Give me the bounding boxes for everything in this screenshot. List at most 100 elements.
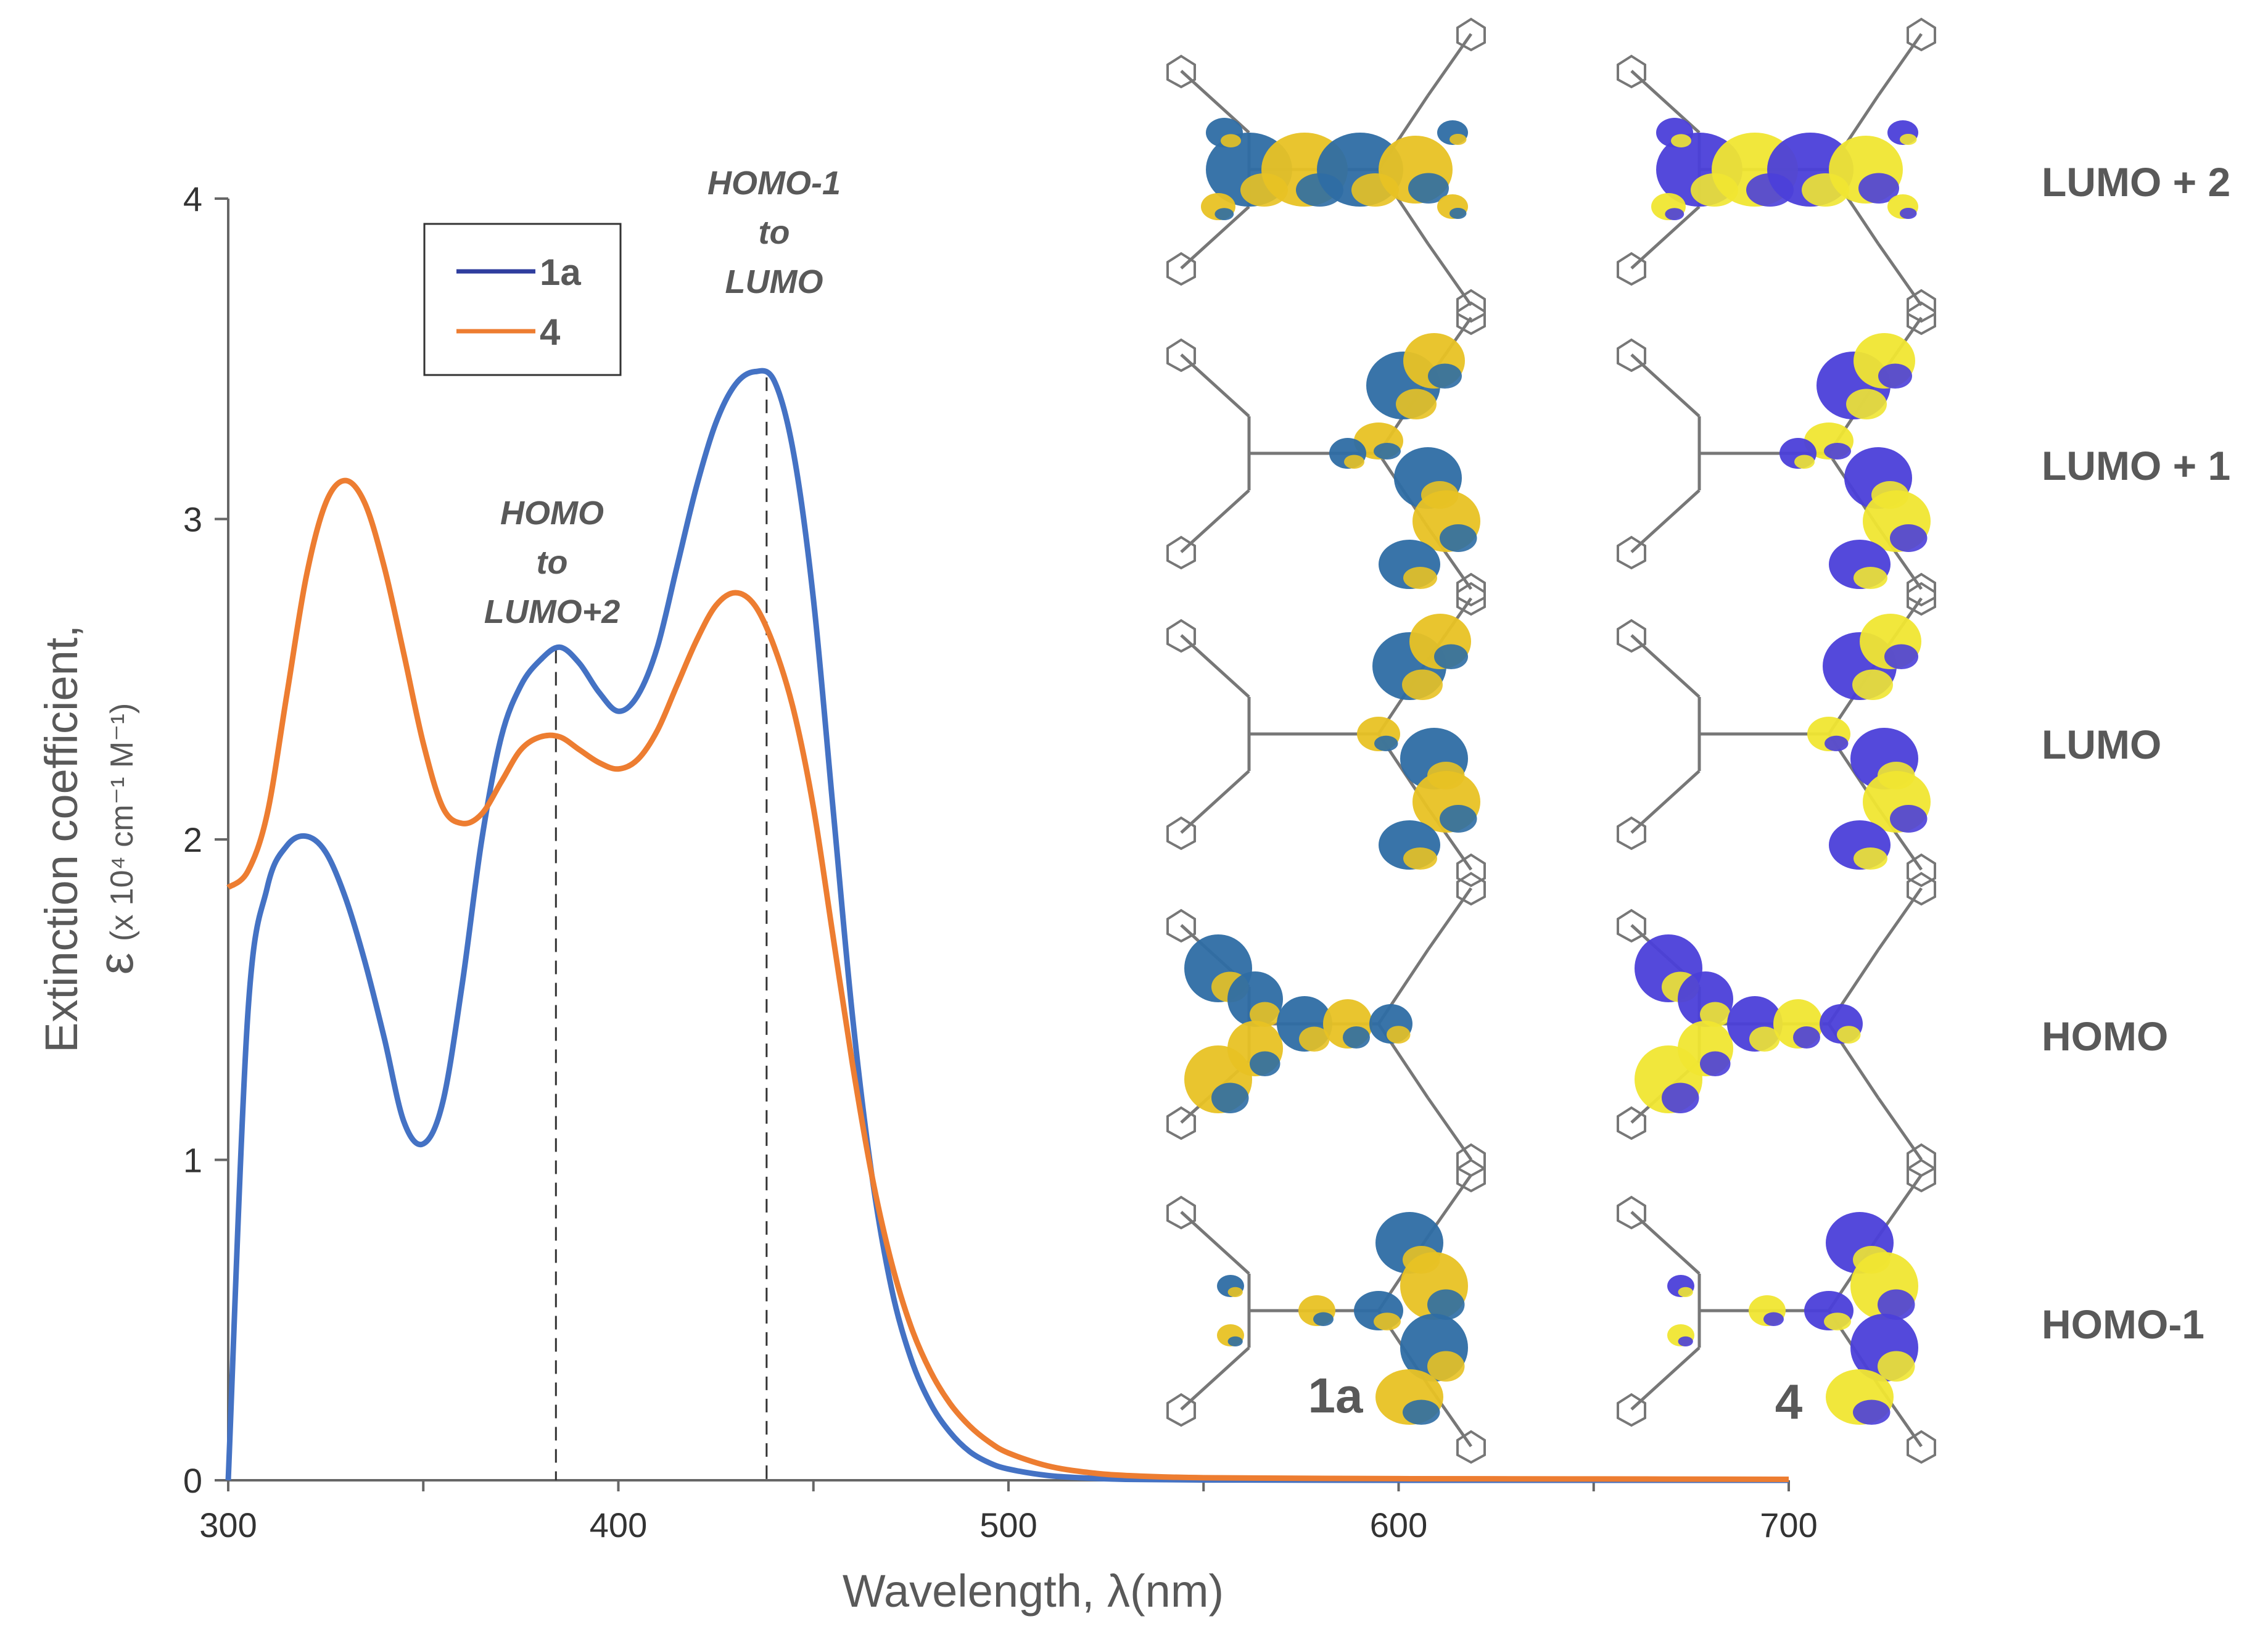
molecule-ring bbox=[1166, 619, 1196, 653]
molecule-ring bbox=[1617, 1393, 1646, 1427]
orbital-lobe bbox=[1825, 735, 1849, 751]
series-layer bbox=[225, 368, 1789, 1483]
chart-axes: 0 1 2 3 4 300 400 500 600 700 bbox=[183, 179, 1818, 1544]
orbital-label-homo: HOMO bbox=[2042, 1013, 2168, 1059]
orbital-lobe bbox=[1884, 644, 1918, 669]
orbital-lobe bbox=[1853, 1399, 1891, 1425]
orbital-lobe bbox=[1227, 1287, 1243, 1297]
orbital-4-row-1 bbox=[1617, 301, 1936, 607]
y-tick-label: 3 bbox=[183, 500, 202, 539]
orbital-1a-row-3 bbox=[1166, 872, 1486, 1177]
series-line-4 bbox=[226, 477, 1789, 1482]
molecule-ring bbox=[1166, 252, 1196, 286]
orbital-lobe bbox=[1678, 1287, 1693, 1297]
molecule-ring bbox=[1617, 909, 1646, 943]
molecule-ring bbox=[1456, 853, 1486, 888]
orbital-lobe bbox=[1374, 443, 1401, 460]
orbital-lobe bbox=[1427, 1351, 1465, 1382]
legend-label-1a: 1a bbox=[540, 252, 581, 293]
orbital-lobe bbox=[1900, 134, 1917, 145]
molecule-ring bbox=[1907, 872, 1936, 906]
orbital-row-labels: LUMO + 2 LUMO + 1 LUMO HOMO HOMO-1 bbox=[2042, 159, 2230, 1347]
orbital-4-row-2 bbox=[1617, 582, 1936, 888]
orbital-lobe bbox=[1900, 208, 1917, 219]
legend-label-4: 4 bbox=[540, 311, 561, 353]
orbital-1a-row-1 bbox=[1166, 301, 1486, 607]
molecule-ring bbox=[1166, 1393, 1196, 1427]
y-tick-label: 2 bbox=[183, 820, 202, 859]
orbital-lobe bbox=[1214, 208, 1234, 220]
legend: 1a 4 bbox=[423, 223, 622, 376]
molecule-ring bbox=[1617, 619, 1646, 653]
y-axis-symbol: ε bbox=[88, 953, 143, 975]
orbital-lobe bbox=[1449, 134, 1467, 145]
orbital-lobe bbox=[1250, 1051, 1280, 1076]
molecule-ring bbox=[1907, 582, 1936, 616]
molecule-ring bbox=[1166, 909, 1196, 943]
orbital-column-label-1a: 1a bbox=[1308, 1368, 1363, 1423]
annotation-text: to bbox=[759, 214, 790, 251]
y-axis-label: Extinction coefficient, ε (x 10⁴ cm⁻¹ M⁻… bbox=[36, 625, 143, 1053]
orbital-lobe bbox=[1846, 389, 1887, 419]
molecule-bond bbox=[1426, 887, 1473, 951]
annotation-text: HOMO bbox=[500, 495, 604, 532]
x-tick-label: 600 bbox=[1370, 1506, 1427, 1544]
molecule-ring bbox=[1907, 289, 1936, 323]
orbital-lobe bbox=[1440, 805, 1477, 833]
orbital-lobe bbox=[1387, 1026, 1411, 1044]
orbital-4-row-3 bbox=[1617, 872, 1936, 1177]
molecule-bond bbox=[1630, 770, 1701, 834]
molecule-ring bbox=[1166, 816, 1196, 851]
orbital-lobe bbox=[1374, 735, 1398, 751]
orbital-lobe bbox=[1427, 1289, 1465, 1320]
orbital-lobe bbox=[1211, 1082, 1249, 1113]
transition-guides bbox=[555, 377, 768, 1480]
molecule-bond bbox=[1426, 33, 1473, 97]
orbital-lobe bbox=[1793, 1026, 1820, 1049]
orbital-lobe bbox=[1824, 1313, 1851, 1331]
orbital-label-lumo-plus-2: LUMO + 2 bbox=[2042, 159, 2230, 205]
molecule-ring bbox=[1907, 1430, 1936, 1464]
series-line-1a bbox=[225, 368, 1789, 1483]
molecule-ring bbox=[1907, 17, 1936, 52]
orbital-lobe bbox=[1824, 443, 1851, 460]
molecule-ring bbox=[1907, 1158, 1936, 1193]
orbital-4-row-0 bbox=[1617, 17, 1936, 323]
orbital-lobe bbox=[1878, 1289, 1915, 1320]
orbital-lobe bbox=[1678, 1336, 1693, 1346]
orbital-1a-row-0 bbox=[1166, 17, 1486, 323]
x-ticks: 300 400 500 600 700 bbox=[199, 1480, 1818, 1544]
orbital-lobe bbox=[1671, 134, 1691, 147]
orbital-lobe bbox=[1344, 455, 1364, 469]
molecule-ring bbox=[1456, 1430, 1486, 1464]
molecule-ring bbox=[1456, 572, 1486, 607]
orbital-lobe bbox=[1343, 1026, 1370, 1049]
orbital-lobe bbox=[1313, 1312, 1334, 1326]
orbital-lobe bbox=[1221, 134, 1241, 147]
molecule-bond bbox=[1180, 489, 1250, 553]
molecule-ring bbox=[1166, 1106, 1196, 1140]
orbital-lobe bbox=[1854, 567, 1887, 589]
orbital-lobe bbox=[1428, 363, 1462, 389]
y-tick-label: 1 bbox=[183, 1141, 202, 1180]
molecule-ring bbox=[1456, 289, 1486, 323]
orbital-lobe bbox=[1299, 1026, 1330, 1052]
molecule-ring bbox=[1166, 338, 1196, 373]
molecule-bond bbox=[1876, 887, 1923, 951]
x-tick-label: 300 bbox=[199, 1506, 257, 1544]
orbital-column-label-4: 4 bbox=[1775, 1374, 1803, 1429]
molecule-ring bbox=[1456, 872, 1486, 906]
orbital-lobe bbox=[1858, 173, 1899, 204]
orbital-lobe bbox=[1700, 1051, 1731, 1076]
orbital-lobe bbox=[1449, 208, 1467, 219]
x-axis-label: Wavelength, λ(nm) bbox=[843, 1565, 1224, 1617]
orbital-lobe bbox=[1402, 669, 1443, 700]
molecule-bond bbox=[1180, 1346, 1250, 1411]
orbital-panel bbox=[1166, 17, 1936, 1464]
orbital-lobe bbox=[1854, 847, 1887, 870]
molecule-ring bbox=[1166, 535, 1196, 570]
orbital-lobe bbox=[1440, 524, 1477, 552]
orbital-lobe bbox=[1662, 1082, 1699, 1113]
molecule-ring bbox=[1617, 338, 1646, 373]
molecule-bond bbox=[1876, 33, 1923, 97]
